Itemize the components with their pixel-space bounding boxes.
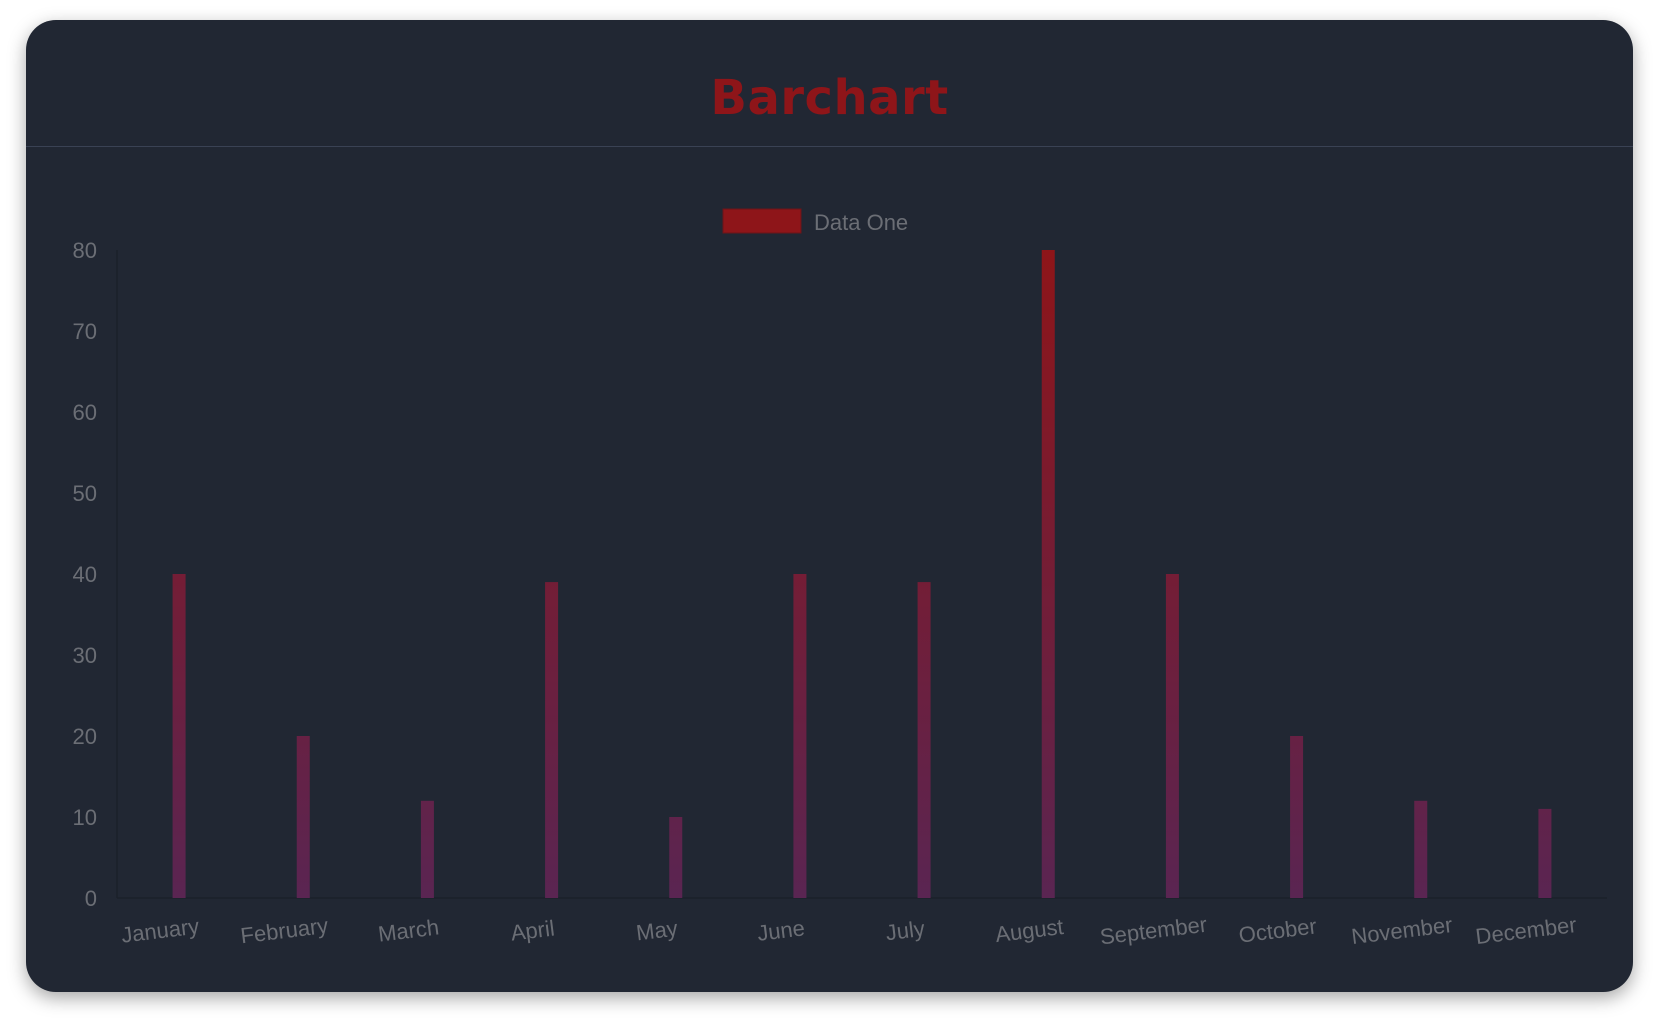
y-tick-label: 50 bbox=[73, 481, 97, 506]
bar-january[interactable] bbox=[172, 574, 186, 898]
bar-october[interactable] bbox=[1290, 736, 1304, 898]
x-tick-label: May bbox=[635, 916, 679, 946]
y-tick-label: 10 bbox=[73, 805, 97, 830]
bar-may[interactable] bbox=[669, 817, 683, 898]
divider bbox=[26, 146, 1633, 147]
x-tick-label: September bbox=[1099, 912, 1209, 950]
page-title: Barchart bbox=[710, 70, 949, 126]
x-tick-label: August bbox=[994, 914, 1065, 947]
x-axis: January February March April May June July Augu… bbox=[117, 897, 1607, 950]
x-tick-label: December bbox=[1474, 912, 1578, 949]
x-tick-label: March bbox=[377, 914, 441, 946]
y-tick-label: 80 bbox=[73, 238, 97, 263]
bars bbox=[172, 250, 1552, 898]
x-tick-label: April bbox=[509, 915, 556, 945]
bar-september[interactable] bbox=[1165, 574, 1179, 898]
bar-november[interactable] bbox=[1414, 800, 1428, 898]
y-tick-label: 20 bbox=[73, 724, 97, 749]
bar-february[interactable] bbox=[296, 736, 310, 898]
bar-august[interactable] bbox=[1041, 250, 1055, 898]
chart-card: Barchart Data One 0 10 20 30 40 50 60 70 80 Janu… bbox=[26, 20, 1633, 992]
y-tick-label: 0 bbox=[85, 886, 97, 911]
bar-june[interactable] bbox=[793, 574, 807, 898]
legend[interactable]: Data One bbox=[722, 208, 908, 235]
x-tick-label: November bbox=[1350, 912, 1454, 949]
y-axis: 0 10 20 30 40 50 60 70 80 bbox=[73, 238, 118, 911]
x-tick-label: July bbox=[884, 916, 926, 946]
bar-july[interactable] bbox=[917, 582, 931, 898]
y-tick-label: 30 bbox=[73, 643, 97, 668]
y-tick-label: 60 bbox=[73, 400, 97, 425]
x-tick-label: January bbox=[120, 913, 201, 947]
legend-swatch bbox=[722, 208, 802, 234]
y-tick-label: 40 bbox=[73, 562, 97, 587]
x-tick-label: February bbox=[239, 913, 329, 949]
bar-april[interactable] bbox=[545, 582, 559, 898]
bar-chart: Data One 0 10 20 30 40 50 60 70 80 January Februa… bbox=[73, 208, 1607, 950]
bar-march[interactable] bbox=[420, 800, 434, 898]
bar-december[interactable] bbox=[1538, 808, 1552, 898]
y-tick-label: 70 bbox=[73, 319, 97, 344]
x-tick-label: October bbox=[1237, 913, 1318, 947]
x-tick-label: June bbox=[756, 915, 806, 946]
legend-label: Data One bbox=[814, 210, 908, 235]
